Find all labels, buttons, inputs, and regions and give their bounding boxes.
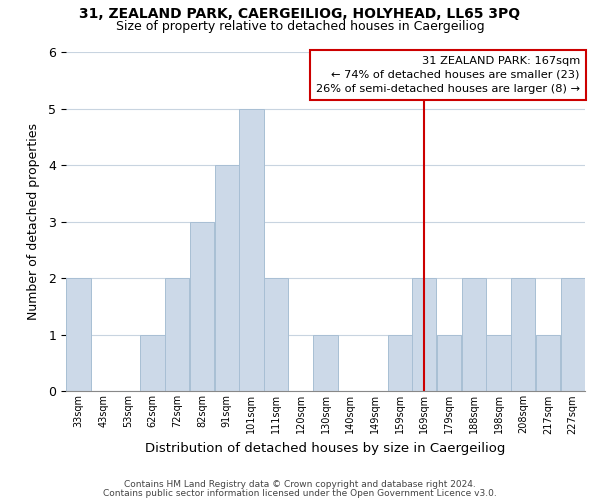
X-axis label: Distribution of detached houses by size in Caergeiliog: Distribution of detached houses by size … xyxy=(145,442,506,455)
Text: Contains HM Land Registry data © Crown copyright and database right 2024.: Contains HM Land Registry data © Crown c… xyxy=(124,480,476,489)
Bar xyxy=(190,222,214,392)
Text: 31 ZEALAND PARK: 167sqm
← 74% of detached houses are smaller (23)
26% of semi-de: 31 ZEALAND PARK: 167sqm ← 74% of detache… xyxy=(316,56,580,94)
Bar xyxy=(536,335,560,392)
Bar xyxy=(388,335,412,392)
Bar xyxy=(412,278,436,392)
Bar xyxy=(165,278,190,392)
Bar xyxy=(487,335,511,392)
Y-axis label: Number of detached properties: Number of detached properties xyxy=(27,124,40,320)
Bar xyxy=(140,335,164,392)
Bar xyxy=(67,278,91,392)
Bar xyxy=(215,166,239,392)
Text: Contains public sector information licensed under the Open Government Licence v3: Contains public sector information licen… xyxy=(103,488,497,498)
Bar xyxy=(313,335,338,392)
Text: Size of property relative to detached houses in Caergeiliog: Size of property relative to detached ho… xyxy=(116,20,484,33)
Bar xyxy=(511,278,535,392)
Text: 31, ZEALAND PARK, CAERGEILIOG, HOLYHEAD, LL65 3PQ: 31, ZEALAND PARK, CAERGEILIOG, HOLYHEAD,… xyxy=(79,8,521,22)
Bar xyxy=(461,278,486,392)
Bar xyxy=(264,278,288,392)
Bar xyxy=(437,335,461,392)
Bar xyxy=(239,109,263,392)
Bar xyxy=(560,278,585,392)
